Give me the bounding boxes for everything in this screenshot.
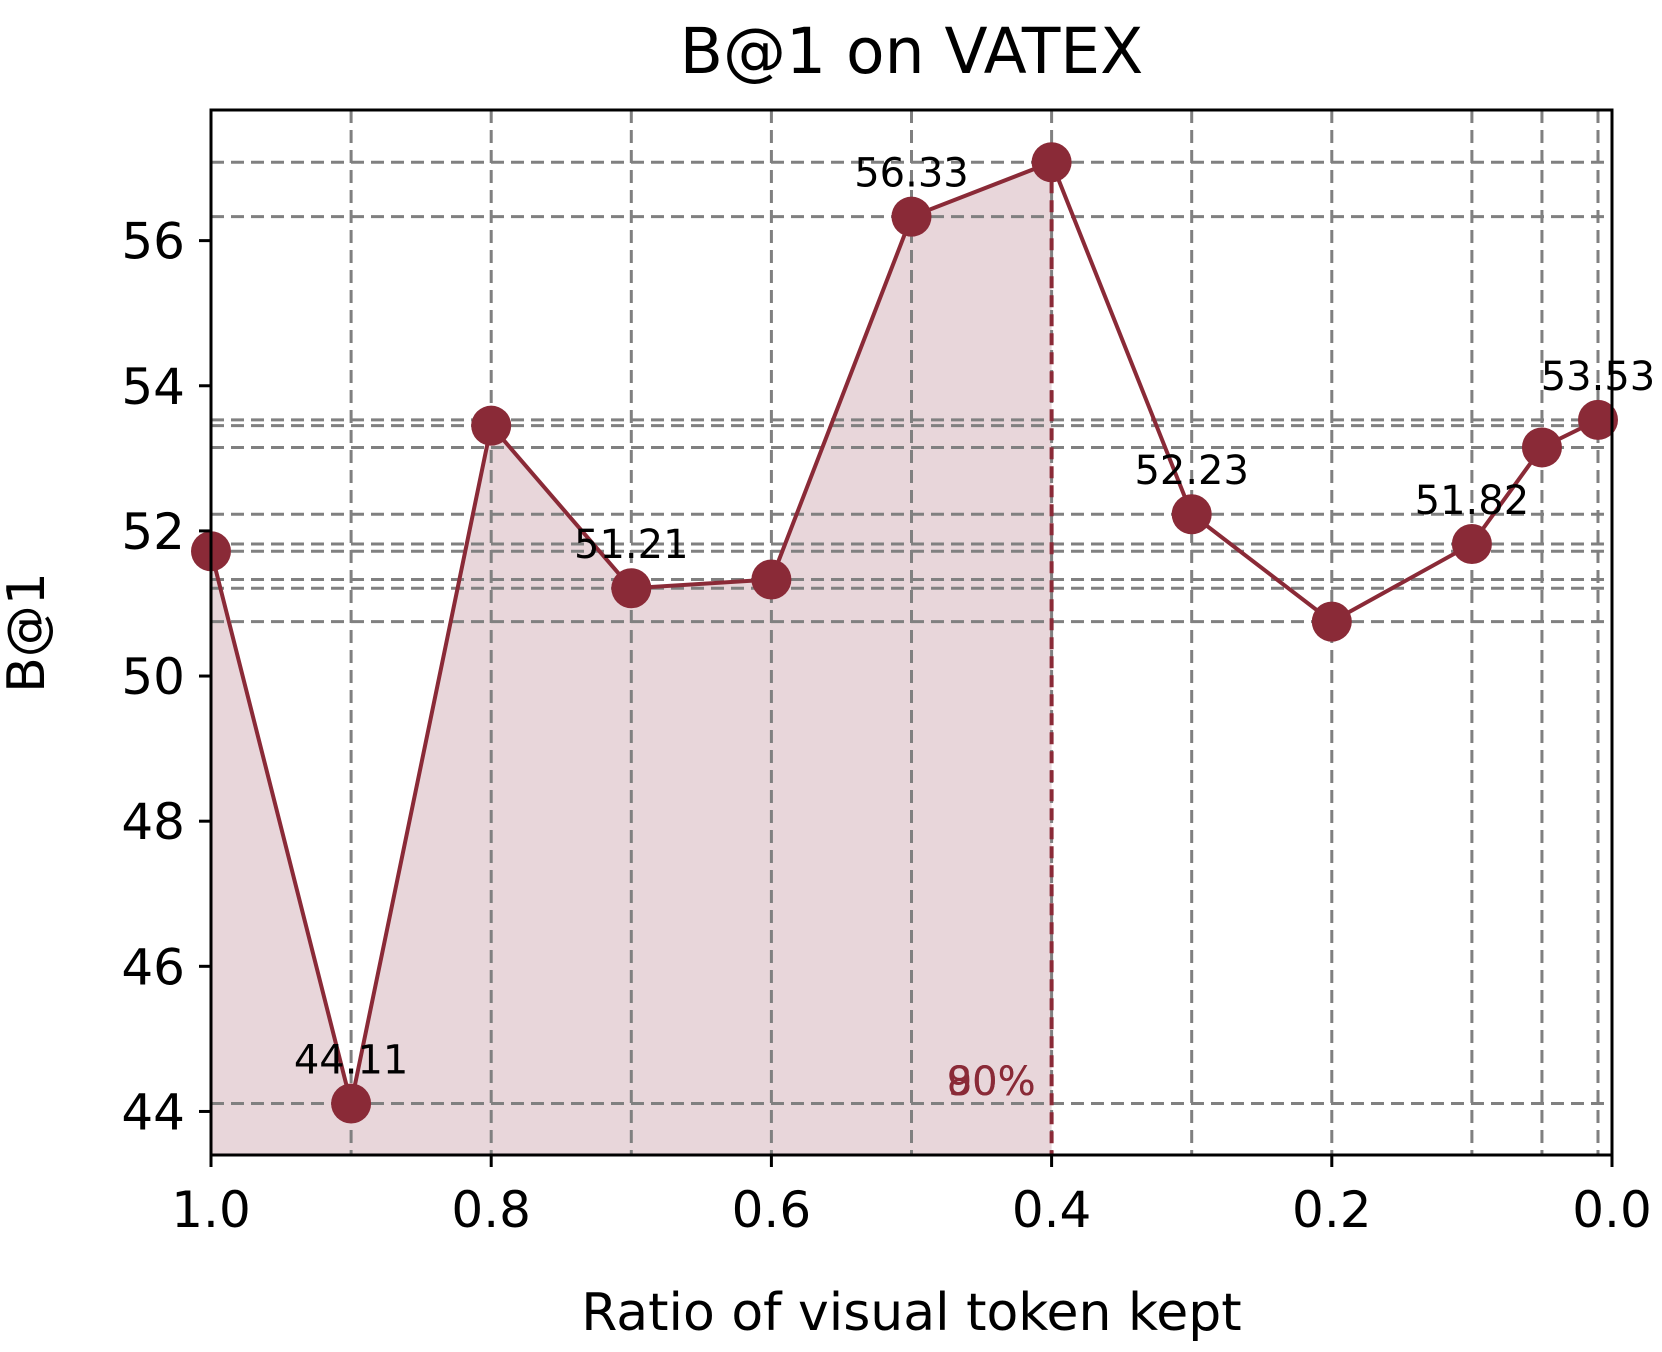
data-label-layer: 44.11 51.21 56.33 52.23 51.82 53.53 80%90% <box>294 151 1655 1105</box>
data-point <box>1311 601 1352 642</box>
y-tick-label: 56 <box>121 213 185 271</box>
data-point <box>611 568 652 609</box>
x-tick-label: 0.8 <box>451 1181 531 1239</box>
data-point <box>891 196 932 237</box>
x-axis-label: Ratio of visual token kept <box>581 1283 1241 1343</box>
data-label: 51.21 <box>574 522 689 568</box>
data-point <box>471 405 512 446</box>
x-tick-label: 0.4 <box>1012 1181 1092 1239</box>
data-point <box>1521 427 1562 468</box>
threshold-annotation: 80% <box>947 1059 1036 1105</box>
x-tick-label: 1.0 <box>171 1181 251 1239</box>
data-point <box>1577 399 1618 440</box>
y-tick-label: 44 <box>121 1083 185 1141</box>
threshold-annotation-overlay: 90% <box>947 1059 1036 1105</box>
y-tick-label: 52 <box>121 503 185 561</box>
y-tick-label: 46 <box>121 938 185 996</box>
data-point <box>1171 494 1212 535</box>
x-tick-label: 0.2 <box>1292 1181 1372 1239</box>
data-label: 44.11 <box>294 1037 409 1083</box>
data-label: 56.33 <box>854 151 969 197</box>
y-tick-label: 50 <box>121 648 185 706</box>
data-point <box>751 559 792 600</box>
data-point <box>331 1083 372 1124</box>
y-axis-label: B@1 <box>0 572 57 693</box>
series-layer <box>191 142 1618 1124</box>
y-tick-label: 48 <box>121 793 185 851</box>
x-tick-label: 0.0 <box>1572 1181 1652 1239</box>
data-point <box>1451 523 1492 564</box>
data-point <box>1031 142 1072 183</box>
data-label: 51.82 <box>1415 478 1530 524</box>
chart-title: B@1 on VATEX <box>680 15 1144 88</box>
x-tick-label: 0.6 <box>732 1181 812 1239</box>
y-tick-label: 54 <box>121 358 185 416</box>
plot-frame <box>209 108 1614 1157</box>
data-label: 53.53 <box>1541 354 1656 400</box>
tick-layer: 1.0 0.8 0.6 0.4 0.2 0.0 44 46 48 50 52 54 56 <box>121 213 1651 1239</box>
data-label: 52.23 <box>1134 448 1249 494</box>
